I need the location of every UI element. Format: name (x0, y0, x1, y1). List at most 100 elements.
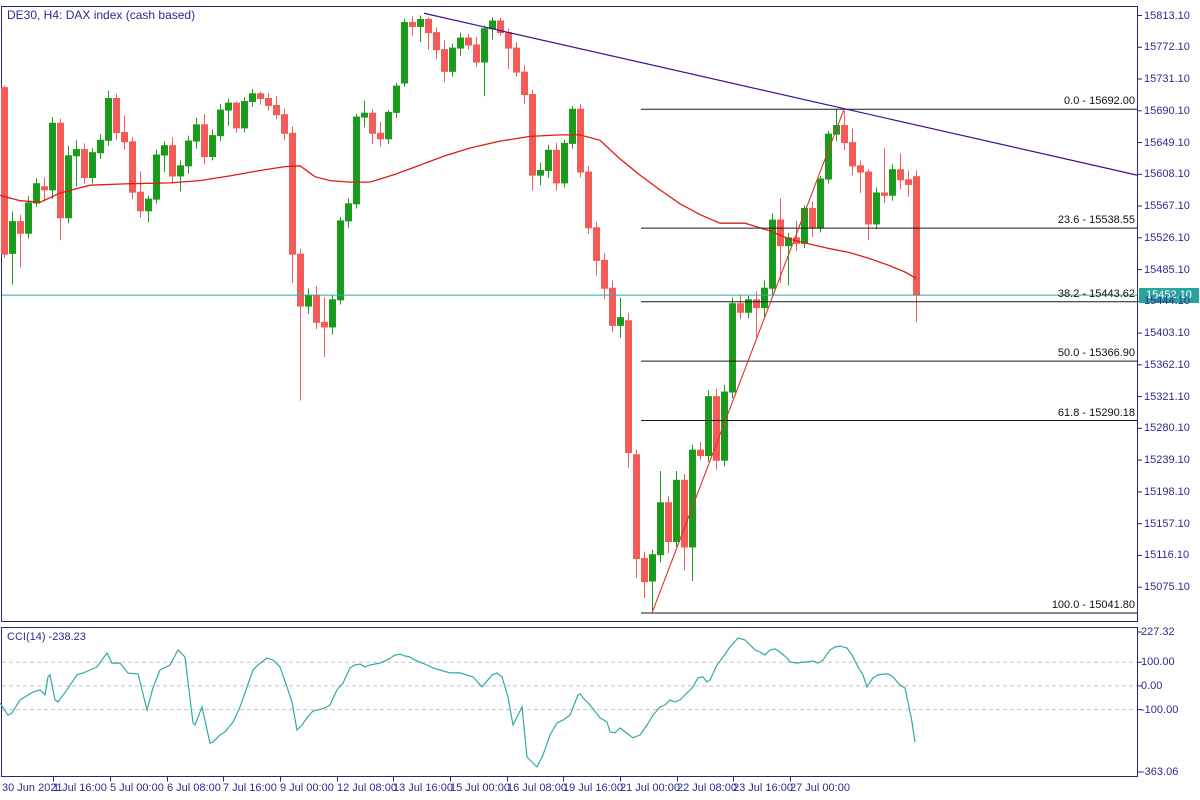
candle-body (705, 396, 712, 457)
fib-level-label: 50.0 - 15366.90 (1057, 347, 1135, 360)
candle-body (713, 396, 720, 461)
candle-body (497, 20, 504, 34)
cci-panel-frame (1, 627, 1138, 777)
candle-body (337, 220, 344, 301)
candle-body (553, 149, 560, 184)
candle-body (401, 22, 408, 84)
time-axis-label: 21 Jul 00:00 (620, 782, 680, 794)
candle-body (465, 37, 472, 46)
candle-body (777, 219, 784, 247)
candle-body (473, 44, 480, 63)
candle-body (521, 71, 528, 96)
fib-level-label: 61.8 - 15290.18 (1057, 406, 1135, 419)
candle-body (641, 558, 648, 583)
candle-body (545, 149, 552, 171)
fib-level-label: 38.2 - 15443.62 (1057, 287, 1135, 300)
candle-body (137, 191, 144, 212)
candle-body (17, 221, 24, 234)
candle-body (113, 97, 120, 134)
candle-body (161, 145, 168, 156)
candle-body (249, 93, 256, 103)
candle-body (201, 124, 208, 158)
candle-body (785, 237, 792, 247)
candle-body (665, 502, 672, 543)
candle-body (409, 22, 416, 27)
candle-body (617, 317, 624, 326)
candle-body (121, 132, 128, 143)
candle-body (529, 94, 536, 176)
time-axis-label: 7 Jul 16:00 (223, 782, 277, 794)
candle-body (769, 219, 776, 289)
time-axis-label: 12 Jul 08:00 (337, 782, 397, 794)
price-axis-label: 15239.10 (1144, 454, 1190, 467)
candle-body (673, 479, 680, 543)
candle-body (177, 165, 184, 177)
candle-body (169, 145, 176, 177)
price-axis-label: 15321.10 (1144, 390, 1190, 403)
moving-average-line (0, 134, 917, 279)
candle-body (737, 303, 744, 313)
candle-body (601, 259, 608, 289)
candle-body (33, 183, 40, 204)
cci-line (0, 637, 916, 769)
price-axis-label: 15813.10 (1144, 9, 1190, 22)
candle-body (505, 32, 512, 49)
candle-body (689, 449, 696, 548)
candle-body (897, 169, 904, 181)
candle-body (857, 165, 864, 173)
time-axis-label: 15 Jul 00:00 (450, 782, 510, 794)
price-axis-label: 15649.10 (1144, 136, 1190, 149)
candle-body (809, 207, 816, 229)
price-axis-label: 15731.10 (1144, 73, 1190, 86)
candle-body (569, 108, 576, 144)
candle-body (625, 320, 632, 453)
price-axis-label: 15444.10 (1144, 295, 1190, 308)
candle-body (153, 154, 160, 200)
candle-body (305, 294, 312, 307)
price-axis-label: 15567.10 (1144, 200, 1190, 213)
candle-body (585, 171, 592, 229)
candle-body (577, 108, 584, 173)
candle-body (97, 139, 104, 154)
candle-body (353, 116, 360, 205)
candle-body (561, 142, 568, 184)
time-axis-label: 5 Jul 00:00 (110, 782, 164, 794)
candle-body (753, 299, 760, 309)
candle-body (633, 454, 640, 560)
candle-body (721, 391, 728, 461)
price-axis-label: 15157.10 (1144, 517, 1190, 530)
time-axis-label: 30 Jun 2021 (2, 782, 63, 794)
candle-body (593, 227, 600, 261)
candle-body (345, 203, 352, 222)
main-panel-frame (1, 6, 1138, 622)
time-axis-label: 13 Jul 16:00 (393, 782, 453, 794)
price-axis-label: 15526.10 (1144, 231, 1190, 244)
time-axis-label: 6 Jul 08:00 (167, 782, 221, 794)
candle-body (265, 97, 272, 106)
candle-body (441, 49, 448, 72)
candle-body (761, 287, 768, 309)
candle-body (681, 479, 688, 548)
candle-body (449, 47, 456, 72)
candle-body (73, 149, 80, 157)
candle-body (81, 149, 88, 178)
candle-body (49, 122, 56, 191)
candle-body (433, 32, 440, 51)
candle-body (9, 221, 16, 254)
candle-body (609, 287, 616, 326)
price-axis-label: 15690.10 (1144, 104, 1190, 117)
candle-body (649, 554, 656, 582)
candle-body (329, 299, 336, 328)
candle-body (817, 178, 824, 229)
candle-body (1, 87, 8, 255)
candle-body (297, 253, 304, 307)
candle-body (905, 179, 912, 185)
candle-body (873, 192, 880, 225)
price-axis-label: 15608.10 (1144, 168, 1190, 181)
candle-body (697, 449, 704, 457)
chart-title: DE30, H4: DAX index (cash based) (7, 8, 196, 22)
candle-body (185, 140, 192, 167)
price-axis-label: 15362.10 (1144, 358, 1190, 371)
cci-scale-label: 100.00 (1141, 656, 1175, 669)
